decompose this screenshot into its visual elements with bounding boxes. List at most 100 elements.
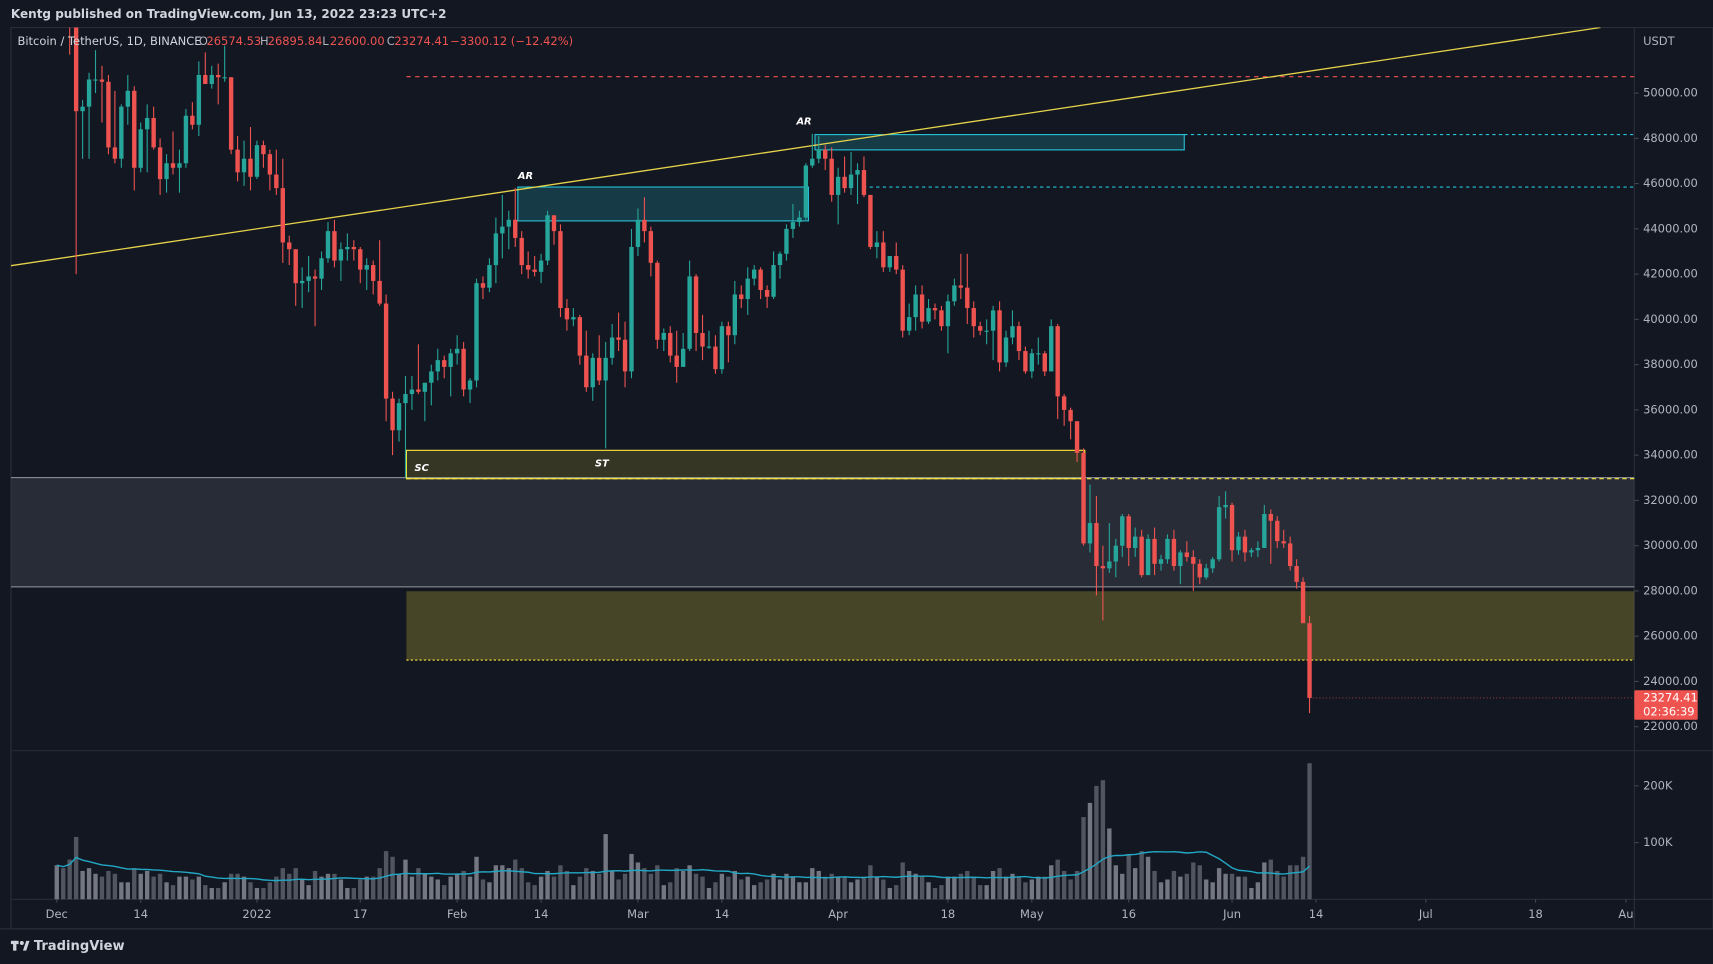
volume-bar bbox=[739, 879, 744, 900]
x-tick-label: Jun bbox=[1222, 907, 1241, 921]
volume-bar bbox=[112, 873, 118, 900]
candle-body bbox=[338, 249, 344, 261]
volume-bar bbox=[545, 870, 550, 900]
volume-bar bbox=[493, 865, 499, 900]
candle-body bbox=[952, 285, 957, 302]
ohlc-letter: C bbox=[387, 34, 395, 48]
candle-body bbox=[732, 294, 737, 336]
candle-body bbox=[1287, 543, 1293, 567]
candle-body bbox=[235, 149, 240, 173]
candle-body bbox=[1055, 326, 1060, 397]
y-tick-label: 26000.00 bbox=[1643, 629, 1698, 643]
candle-body bbox=[99, 79, 105, 82]
candle-body bbox=[894, 256, 899, 270]
candle-body bbox=[222, 77, 227, 79]
volume-bar bbox=[396, 873, 402, 900]
candle-body bbox=[635, 219, 641, 247]
candle-body bbox=[978, 326, 983, 331]
volume-bar bbox=[1113, 865, 1118, 900]
candle-body bbox=[1262, 513, 1267, 548]
candle-body bbox=[506, 219, 511, 227]
volume-bar bbox=[926, 882, 931, 900]
y-tick-label: 50000.00 bbox=[1643, 86, 1698, 100]
volume-bar bbox=[790, 876, 796, 900]
volume-bar bbox=[1216, 868, 1222, 900]
volume-bar bbox=[274, 876, 279, 900]
volume-bar bbox=[609, 870, 615, 900]
volume-bar bbox=[1275, 870, 1280, 900]
volume-bar bbox=[1184, 873, 1190, 900]
volume-bar bbox=[1049, 865, 1054, 900]
candle-body bbox=[216, 74, 221, 78]
volume-bar bbox=[680, 870, 686, 900]
candle-body bbox=[132, 90, 137, 168]
candle-body bbox=[926, 308, 931, 322]
candle-body bbox=[1049, 326, 1054, 372]
x-tick-label: Apr bbox=[828, 907, 848, 921]
y-tick-label: 32000.00 bbox=[1643, 493, 1698, 507]
volume-bar bbox=[668, 882, 673, 900]
currency: USDT bbox=[1643, 34, 1676, 48]
volume-bar bbox=[958, 873, 964, 900]
candle-body bbox=[525, 265, 531, 270]
volume-bar bbox=[254, 887, 260, 900]
candle-body bbox=[726, 326, 731, 336]
volume-bar bbox=[332, 873, 337, 900]
candle-body bbox=[209, 74, 214, 85]
candle-body bbox=[125, 90, 130, 107]
volume-bar bbox=[416, 868, 421, 900]
volume bbox=[54, 763, 1312, 900]
candle-body bbox=[1236, 536, 1241, 551]
candle-body bbox=[797, 217, 802, 223]
supply-box bbox=[814, 134, 1185, 151]
volume-bar bbox=[1074, 870, 1080, 900]
volume-bar bbox=[1178, 876, 1183, 900]
volume-bar bbox=[177, 876, 182, 900]
candle-body bbox=[532, 269, 537, 272]
ohlc-letter: O bbox=[199, 34, 208, 48]
candle-body bbox=[241, 158, 247, 173]
supply-box bbox=[517, 186, 809, 222]
volume-bar bbox=[1158, 882, 1164, 900]
candle-body bbox=[1223, 504, 1228, 508]
candle-body bbox=[112, 147, 118, 159]
candle-body bbox=[823, 149, 828, 159]
volume-bar bbox=[338, 879, 344, 900]
volume-bar bbox=[622, 873, 628, 900]
candle-body bbox=[390, 398, 395, 431]
candle-body bbox=[371, 265, 376, 281]
volume-bar bbox=[635, 862, 641, 900]
volume-bar bbox=[151, 876, 156, 900]
volume-bar bbox=[745, 876, 750, 900]
volume-bar bbox=[538, 876, 544, 900]
volume-bar bbox=[1087, 802, 1093, 900]
candle-body bbox=[1061, 396, 1067, 410]
x-tick-label: 18 bbox=[1528, 907, 1543, 921]
candle-body bbox=[422, 382, 428, 392]
volume-bar bbox=[784, 873, 789, 900]
volume-bar bbox=[267, 882, 273, 900]
volume-bar bbox=[829, 873, 834, 900]
candle-body bbox=[1107, 561, 1112, 569]
candle-body bbox=[1042, 353, 1047, 372]
volume-bar bbox=[506, 868, 511, 900]
volume-bar bbox=[80, 870, 85, 900]
y-tick-label: 30000.00 bbox=[1643, 538, 1698, 552]
candle-body bbox=[416, 389, 421, 392]
candle-body bbox=[274, 174, 279, 189]
volume-bar bbox=[1307, 763, 1312, 900]
volume-bar bbox=[287, 873, 292, 900]
candle-body bbox=[745, 278, 750, 300]
volume-bar bbox=[965, 870, 970, 900]
candle-body bbox=[351, 246, 357, 250]
candle-body bbox=[1268, 513, 1273, 521]
volume-bar bbox=[855, 879, 860, 900]
candle-body bbox=[674, 355, 679, 367]
volume-bar bbox=[487, 882, 492, 900]
footer-logo bbox=[10, 940, 30, 951]
candle-body bbox=[467, 380, 473, 390]
x-tick-label: Dec bbox=[46, 907, 68, 921]
change: −3300.12 (−12.42%) bbox=[450, 34, 573, 48]
y-tick-label: 48000.00 bbox=[1643, 131, 1698, 145]
volume-bar bbox=[1242, 876, 1248, 900]
